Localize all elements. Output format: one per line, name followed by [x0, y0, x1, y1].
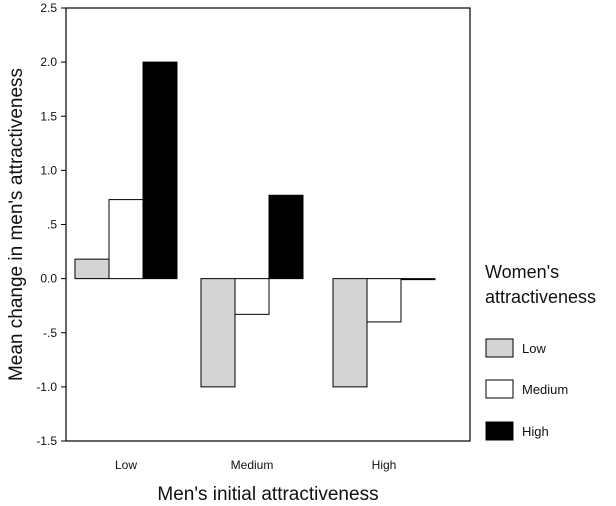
y-axis-ticks: 2.5 2.0 1.5 1.0 .5 0.0 -.5 -1.0 -1.5 [36, 1, 66, 448]
y-tick-label: 0.0 [40, 272, 57, 286]
bars [74, 61, 436, 388]
x-axis-tick-labels: Low Medium High [115, 458, 396, 472]
bar-high-high [400, 278, 436, 281]
legend-label-low: Low [522, 341, 546, 356]
x-tick-label-low: Low [115, 458, 137, 472]
bar-high-medium [366, 278, 402, 323]
bar-low-high [142, 61, 178, 280]
legend-label-high: High [522, 424, 549, 439]
bar-medium-high [268, 194, 304, 280]
plot-frame [65, 7, 471, 442]
legend-items: Low Medium High [485, 338, 568, 441]
bar-medium-medium [234, 278, 270, 315]
y-tick-label: -.5 [43, 326, 57, 340]
bar-low-medium [108, 199, 144, 280]
bar-high-low [332, 278, 368, 388]
legend-title-line-1: Women's [485, 262, 559, 282]
legend-swatch-medium [485, 379, 514, 399]
legend-swatch-high [485, 421, 514, 441]
y-tick-label: 1.0 [40, 163, 57, 177]
legend-title-line-2: attractiveness [485, 287, 596, 307]
legend-swatch-low [485, 338, 514, 358]
bar-low-low [74, 258, 110, 280]
y-tick-label: 1.5 [40, 109, 57, 123]
x-tick-label-high: High [372, 458, 397, 472]
y-tick-label: 2.5 [40, 1, 57, 15]
x-axis-title: Men's initial attractiveness [157, 484, 378, 505]
legend: Women's attractiveness Low Medium High [485, 262, 596, 441]
y-tick-label: .5 [47, 218, 57, 232]
bar-medium-low [200, 278, 236, 388]
legend-label-medium: Medium [522, 382, 568, 397]
y-axis-title: Mean change in men's attractiveness [6, 68, 27, 381]
y-tick-label: -1.5 [36, 434, 57, 448]
x-tick-label-medium: Medium [231, 458, 274, 472]
y-tick-label: 2.0 [40, 55, 57, 69]
y-tick-label: -1.0 [36, 380, 57, 394]
